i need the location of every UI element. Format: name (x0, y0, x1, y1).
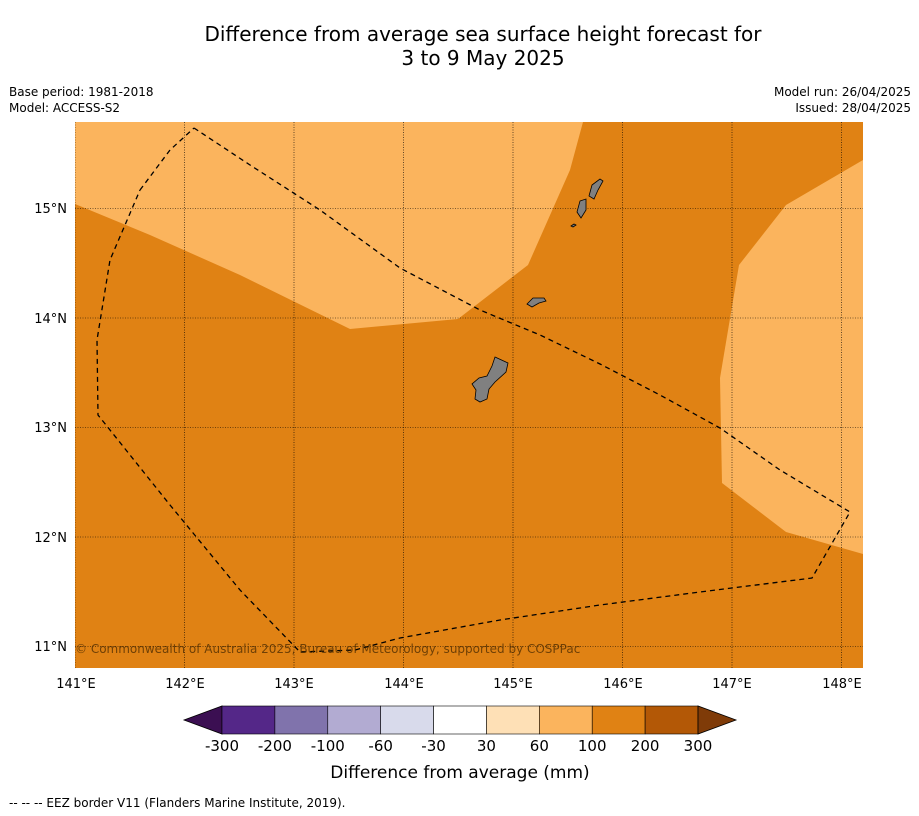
colorbar-tick-label: -60 (368, 737, 393, 755)
model-run: Model run: 26/04/2025 (773, 85, 911, 99)
footer-note: -- -- -- EEZ border V11 (Flanders Marine… (9, 796, 346, 810)
colorbar-tick-label: -200 (258, 737, 292, 755)
saipan-island (588, 178, 604, 200)
lat-label: 15°N (34, 202, 67, 217)
lat-label: 14°N (34, 312, 67, 327)
title-line-2: 3 to 9 May 2025 (401, 46, 565, 70)
title-line-1: Difference from average sea surface heig… (204, 22, 762, 46)
colorbar-swatch (327, 705, 381, 735)
colorbar-tick-label: 60 (530, 737, 549, 755)
field-60-100-northwest (75, 122, 583, 329)
base-info: Base period: 1981-2018 Model: ACCESS-S2 (9, 84, 154, 116)
rota-island (526, 297, 547, 308)
eez-border (96, 127, 851, 653)
colorbar-swatch (221, 705, 276, 735)
graticule (75, 122, 863, 668)
run-info: Model run: 26/04/2025 Issued: 28/04/2025 (774, 84, 911, 116)
issued-date: Issued: 28/04/2025 (795, 101, 911, 115)
lat-label: 13°N (34, 421, 67, 436)
colorbar-swatch (380, 705, 434, 735)
colorbar-label: Difference from average (mm) (330, 763, 589, 783)
colorbar-arrow-low (182, 705, 223, 735)
colorbar-tick-label: 200 (631, 737, 660, 755)
colorbar-swatch (274, 705, 329, 735)
lon-labels: 141°E 142°E 143°E 144°E 145°E 146°E 147°… (56, 677, 862, 692)
lon-label: 142°E (165, 677, 205, 692)
colorbar-tick-label: -300 (205, 737, 239, 755)
colorbar-tick-label: 300 (684, 737, 713, 755)
lon-label: 144°E (384, 677, 424, 692)
colorbar-tick-label: 100 (578, 737, 607, 755)
colorbar-swatch (644, 705, 699, 735)
lon-label: 143°E (274, 677, 314, 692)
colorbar-arrow-high (697, 705, 738, 735)
land-islands (471, 178, 604, 403)
aguijan-island (570, 223, 577, 228)
lon-label: 145°E (493, 677, 533, 692)
map-area: © Commonwealth of Australia 2025, Bureau… (75, 122, 863, 668)
tinian-island (576, 198, 587, 219)
colorbar-swatch (486, 705, 540, 735)
colorbar-tick-label: -30 (421, 737, 446, 755)
lon-label: 146°E (603, 677, 643, 692)
colorbar-tick-label: 30 (477, 737, 496, 755)
lon-label: 141°E (56, 677, 96, 692)
colorbar-swatch (591, 705, 646, 735)
colorbar-tick-label: -100 (311, 737, 345, 755)
lat-label: 11°N (34, 640, 67, 655)
colorbar: -300 -200 -100 -60 -30 30 60 100 200 300 (182, 705, 738, 755)
lon-label: 148°E (822, 677, 862, 692)
field-60-100-east (720, 160, 863, 554)
colorbar-swatch (539, 705, 593, 735)
lat-label: 12°N (34, 531, 67, 546)
lon-label: 147°E (712, 677, 752, 692)
copyright-notice: © Commonwealth of Australia 2025, Bureau… (75, 642, 580, 656)
guam-island (471, 356, 509, 403)
model-name: Model: ACCESS-S2 (9, 101, 121, 115)
map-title: Difference from average sea surface heig… (0, 22, 919, 70)
lat-labels: 15°N 14°N 13°N 12°N 11°N (34, 202, 67, 655)
base-period: Base period: 1981-2018 (9, 85, 154, 99)
colorbar-swatch (433, 705, 487, 735)
